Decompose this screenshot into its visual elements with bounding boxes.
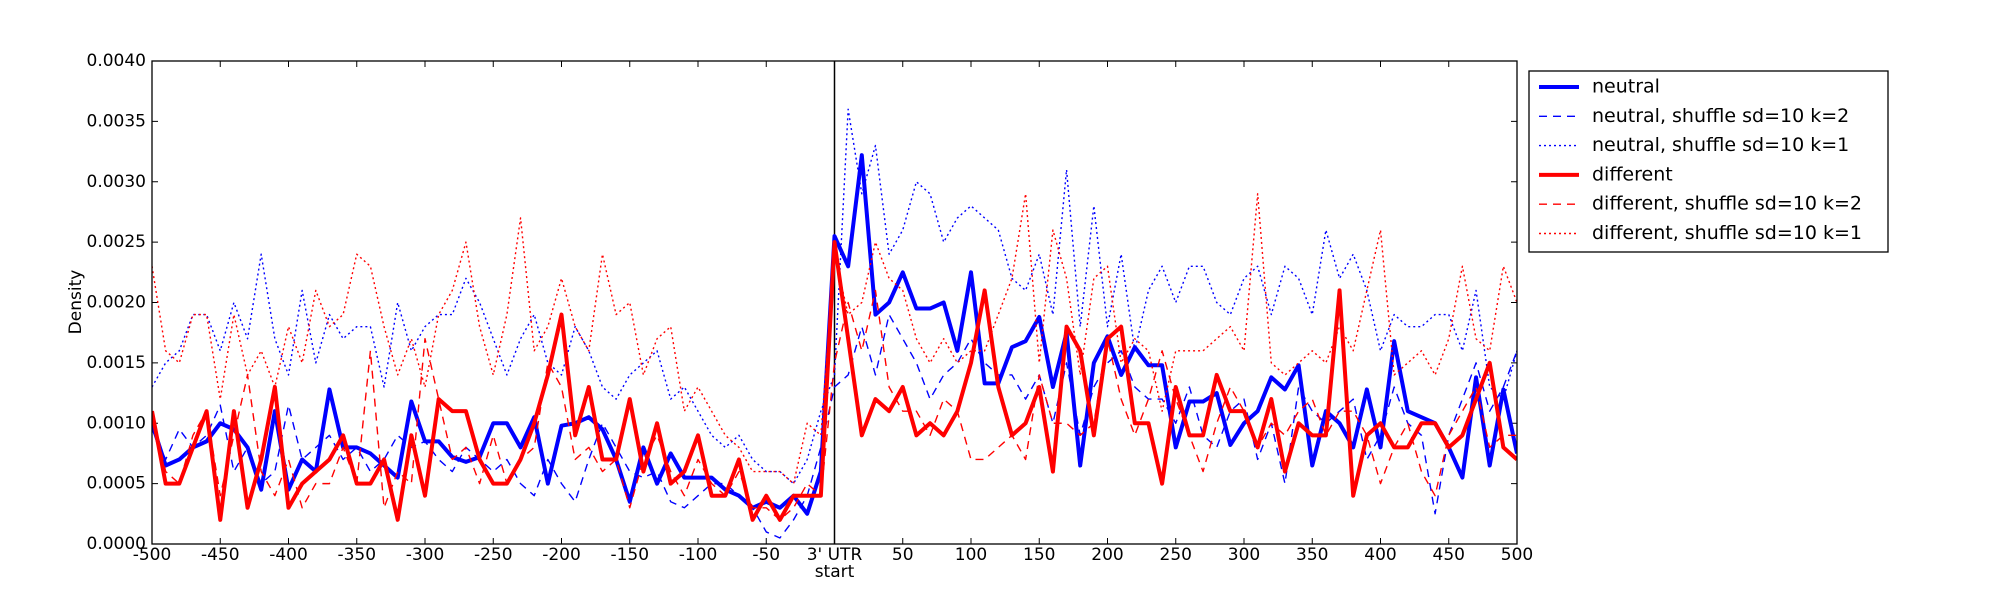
- x-tick-label: -350: [337, 545, 377, 565]
- legend-label: neutral, shuffle sd=10 k=2: [1592, 105, 1849, 127]
- y-axis-label: Density: [66, 270, 86, 335]
- series-line: [152, 108, 1517, 485]
- legend-label: different, shuffle sd=10 k=2: [1592, 193, 1862, 215]
- y-tick-label: 0.0035: [87, 111, 146, 131]
- y-tick-label: 0.0005: [87, 474, 146, 494]
- y-tick-label: 0.0040: [87, 51, 146, 71]
- x-tick-label: 450: [1432, 545, 1465, 565]
- x-tick-label: -300: [405, 545, 445, 565]
- plot: [152, 108, 1517, 539]
- legend-label: neutral, shuffle sd=10 k=1: [1592, 134, 1849, 156]
- x-tick-label: -450: [200, 545, 240, 565]
- y-tick-label: 0.0015: [87, 353, 146, 373]
- legend-label: different: [1592, 163, 1673, 185]
- series-line: [152, 289, 1517, 521]
- x-tick-label: -50: [752, 545, 781, 565]
- x-tick-label: 200: [1091, 545, 1124, 565]
- y-tick-label: 0.0000: [87, 534, 146, 554]
- x-tick-label: -150: [610, 545, 650, 565]
- legend-label: different, shuffle sd=10 k=1: [1592, 222, 1862, 244]
- x-tick-label: 100: [954, 545, 988, 565]
- x-tick-label: -500: [132, 545, 172, 565]
- x-tick-label: 250: [1159, 545, 1192, 565]
- series-line: [152, 193, 1517, 485]
- x-tick-label: 150: [1023, 545, 1056, 565]
- legend-label: neutral: [1592, 76, 1660, 98]
- x-tick-label: 3' UTR start: [806, 545, 863, 582]
- x-tick-label: 500: [1500, 545, 1534, 565]
- legend-box: [1528, 70, 1889, 253]
- x-tick-label: -400: [269, 545, 308, 565]
- plot-frame: [151, 60, 1518, 545]
- x-tick-label: -200: [542, 545, 581, 565]
- x-tick-label: 50: [891, 545, 914, 565]
- x-tick-label: -250: [473, 545, 513, 565]
- series-line: [152, 240, 1517, 522]
- y-tick-label: 0.0020: [87, 293, 146, 313]
- y-tick-label: 0.0010: [87, 413, 146, 433]
- x-tick-label: 350: [1296, 545, 1329, 565]
- x-tick-label: 400: [1364, 545, 1397, 565]
- y-tick-label: 0.0030: [87, 172, 146, 192]
- y-tick-label: 0.0025: [87, 232, 146, 252]
- x-tick-label: -100: [678, 545, 718, 565]
- x-tick-label: 300: [1227, 545, 1261, 565]
